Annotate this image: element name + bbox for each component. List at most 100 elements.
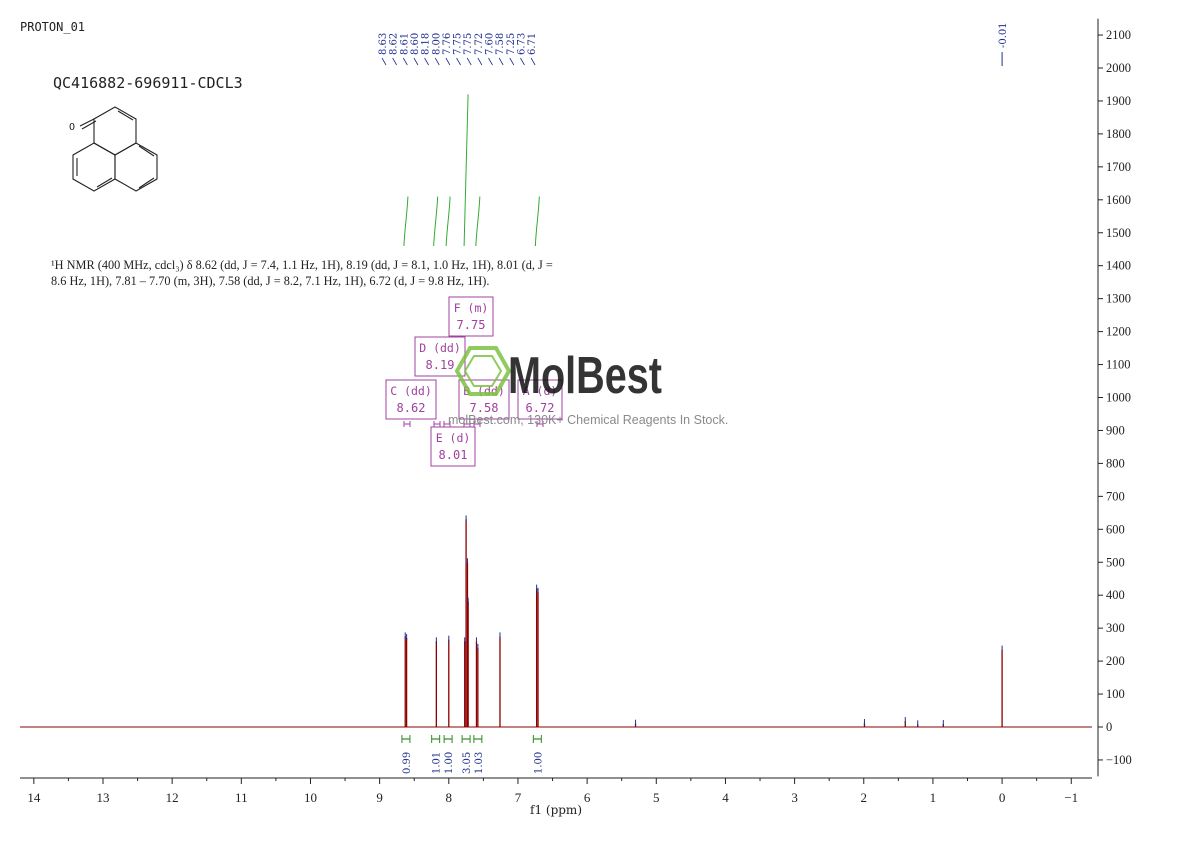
multiplet-label: D (dd) bbox=[419, 341, 461, 355]
y-tick-label: 700 bbox=[1106, 489, 1125, 503]
molbest-tagline: molBest.com, 130K+ Chemical Reagents In … bbox=[448, 413, 729, 427]
x-tick-label: −1 bbox=[1064, 790, 1078, 805]
molbest-logo-icon bbox=[454, 346, 512, 396]
axes: 14 13 12 11 10 9 8 7 6 5 4 3 2 1 0 −1f1 (ppm)−100010020… bbox=[20, 18, 1132, 817]
peak-label-leader bbox=[498, 57, 504, 66]
tms-peak-label: -0.01 bbox=[998, 22, 1009, 48]
x-tick-label: 1 bbox=[930, 790, 937, 805]
peak-label-leader bbox=[424, 57, 429, 66]
nmr-description-line-2: 8.6 Hz, 1H), 7.81 – 7.70 (m, 3H), 7.58 (… bbox=[51, 274, 490, 288]
integral-value: 1.00 bbox=[444, 752, 455, 774]
x-tick-label: 8 bbox=[446, 790, 453, 805]
peak-label: 8.62 bbox=[389, 33, 400, 55]
y-tick-label: 400 bbox=[1106, 588, 1125, 602]
peak-label-leader bbox=[477, 57, 483, 66]
x-tick-label: 0 bbox=[999, 790, 1006, 805]
multiplet-label: A (d) bbox=[523, 384, 558, 398]
nmr-description-line-1: ¹H NMR (400 MHz, cdcl₃) δ 8.62 (dd, J = … bbox=[51, 258, 553, 272]
molbest-brand: MolBest bbox=[508, 347, 662, 405]
multiplet-box bbox=[430, 426, 476, 467]
peak-label: 7.75 bbox=[463, 33, 474, 55]
x-tick-label: 2 bbox=[861, 790, 868, 805]
x-tick-label: 3 bbox=[791, 790, 798, 805]
multiplet-shift: 8.01 bbox=[439, 448, 468, 462]
peak-label-leader bbox=[530, 57, 536, 66]
y-tick-label: 1500 bbox=[1106, 226, 1131, 240]
multiplet-shift: 7.58 bbox=[470, 401, 499, 415]
multiplet-box bbox=[517, 379, 563, 420]
y-tick-label: 1700 bbox=[1106, 160, 1131, 174]
y-tick-label: 1000 bbox=[1106, 391, 1131, 405]
x-tick-label: 5 bbox=[653, 790, 660, 805]
integral-value: 3.05 bbox=[462, 752, 473, 774]
x-tick-label: 7 bbox=[515, 790, 522, 805]
integral-value: 1.03 bbox=[474, 752, 485, 774]
integral-curve bbox=[403, 196, 409, 247]
y-tick-label: 600 bbox=[1106, 522, 1125, 536]
oxygen-label: O bbox=[69, 122, 75, 133]
integral-value: 0.99 bbox=[402, 752, 413, 774]
multiplet-label: F (m) bbox=[454, 301, 489, 315]
x-tick-label: 12 bbox=[166, 790, 179, 805]
y-tick-label: 2000 bbox=[1106, 61, 1131, 75]
integral-curve bbox=[475, 196, 481, 247]
y-tick-label: 800 bbox=[1106, 456, 1125, 470]
x-axis-label: f1 (ppm) bbox=[530, 803, 582, 817]
peak-label-leader bbox=[456, 57, 461, 66]
peak-label-leader bbox=[381, 57, 387, 66]
experiment-id: QC416882-696911-CDCL3 bbox=[53, 74, 243, 92]
multiplet-group: F (m)7.75D (dd)8.19C (dd)8.62B (dd)7.58A… bbox=[385, 296, 563, 467]
x-tick-label: 14 bbox=[27, 790, 41, 805]
y-tick-label: 0 bbox=[1106, 720, 1112, 734]
integral-value: 1.00 bbox=[533, 752, 544, 774]
molbest-logo: MolBest bbox=[454, 346, 662, 405]
multiplet-shift: 8.19 bbox=[426, 358, 455, 372]
peak-label: 7.58 bbox=[495, 33, 506, 55]
y-tick-label: 1600 bbox=[1106, 193, 1131, 207]
peak-label-leader bbox=[413, 57, 419, 66]
spectrum bbox=[20, 515, 1092, 728]
peak-label: 7.60 bbox=[485, 33, 496, 55]
y-tick-label: 200 bbox=[1106, 654, 1125, 668]
integral-curve bbox=[463, 94, 469, 247]
multiplet-shift: 7.75 bbox=[457, 318, 486, 332]
peak-label-leader bbox=[434, 57, 440, 66]
y-tick-label: 2100 bbox=[1106, 28, 1131, 42]
y-tick-label: −100 bbox=[1106, 753, 1132, 767]
peak-label: 7.75 bbox=[453, 33, 464, 55]
peak-label: 6.73 bbox=[516, 33, 527, 55]
peak-label-leader bbox=[445, 57, 451, 66]
integral-curves bbox=[403, 94, 540, 247]
peak-label: 8.63 bbox=[378, 33, 389, 55]
y-tick-label: 1800 bbox=[1106, 127, 1131, 141]
x-tick-label: 10 bbox=[304, 790, 317, 805]
molecule-structure bbox=[72, 106, 158, 192]
peak-label: 7.72 bbox=[474, 33, 485, 55]
multiplet-label: C (dd) bbox=[390, 384, 432, 398]
integral-group: 0.99 1.01 1.00 3.05 1.03 1.00 bbox=[401, 735, 544, 774]
run-title: PROTON_01 bbox=[20, 20, 86, 34]
x-tick-label: 4 bbox=[722, 790, 729, 805]
y-tick-label: 300 bbox=[1106, 621, 1125, 635]
peak-label-leader bbox=[488, 57, 493, 66]
peak-label-group: 8.63 8.62 8.61 8.60 8.18 8.00 7.76 7.75 7.75 7.72… bbox=[378, 22, 1009, 66]
y-tick-label: 1100 bbox=[1106, 358, 1131, 372]
x-tick-label: 6 bbox=[584, 790, 591, 805]
integral-value: 1.01 bbox=[432, 752, 443, 774]
integral-curve bbox=[534, 196, 540, 247]
peak-label-leader bbox=[466, 57, 472, 66]
peak-label: 8.18 bbox=[421, 33, 432, 55]
peak-label-leader bbox=[392, 57, 397, 66]
multiplet-shift: 8.62 bbox=[397, 401, 426, 415]
multiplet-shift: 6.72 bbox=[526, 401, 555, 415]
y-tick-label: 100 bbox=[1106, 687, 1125, 701]
integral-curve bbox=[445, 196, 451, 247]
nmr-description: ¹H NMR (400 MHz, cdcl₃) δ 8.62 (dd, J = … bbox=[51, 257, 611, 289]
y-tick-label: 1200 bbox=[1106, 325, 1131, 339]
peak-label-leader bbox=[402, 57, 408, 66]
peak-label-leader bbox=[520, 57, 525, 66]
x-tick-label: 13 bbox=[96, 790, 109, 805]
peak-label: 8.00 bbox=[431, 33, 442, 55]
y-tick-label: 900 bbox=[1106, 423, 1125, 437]
